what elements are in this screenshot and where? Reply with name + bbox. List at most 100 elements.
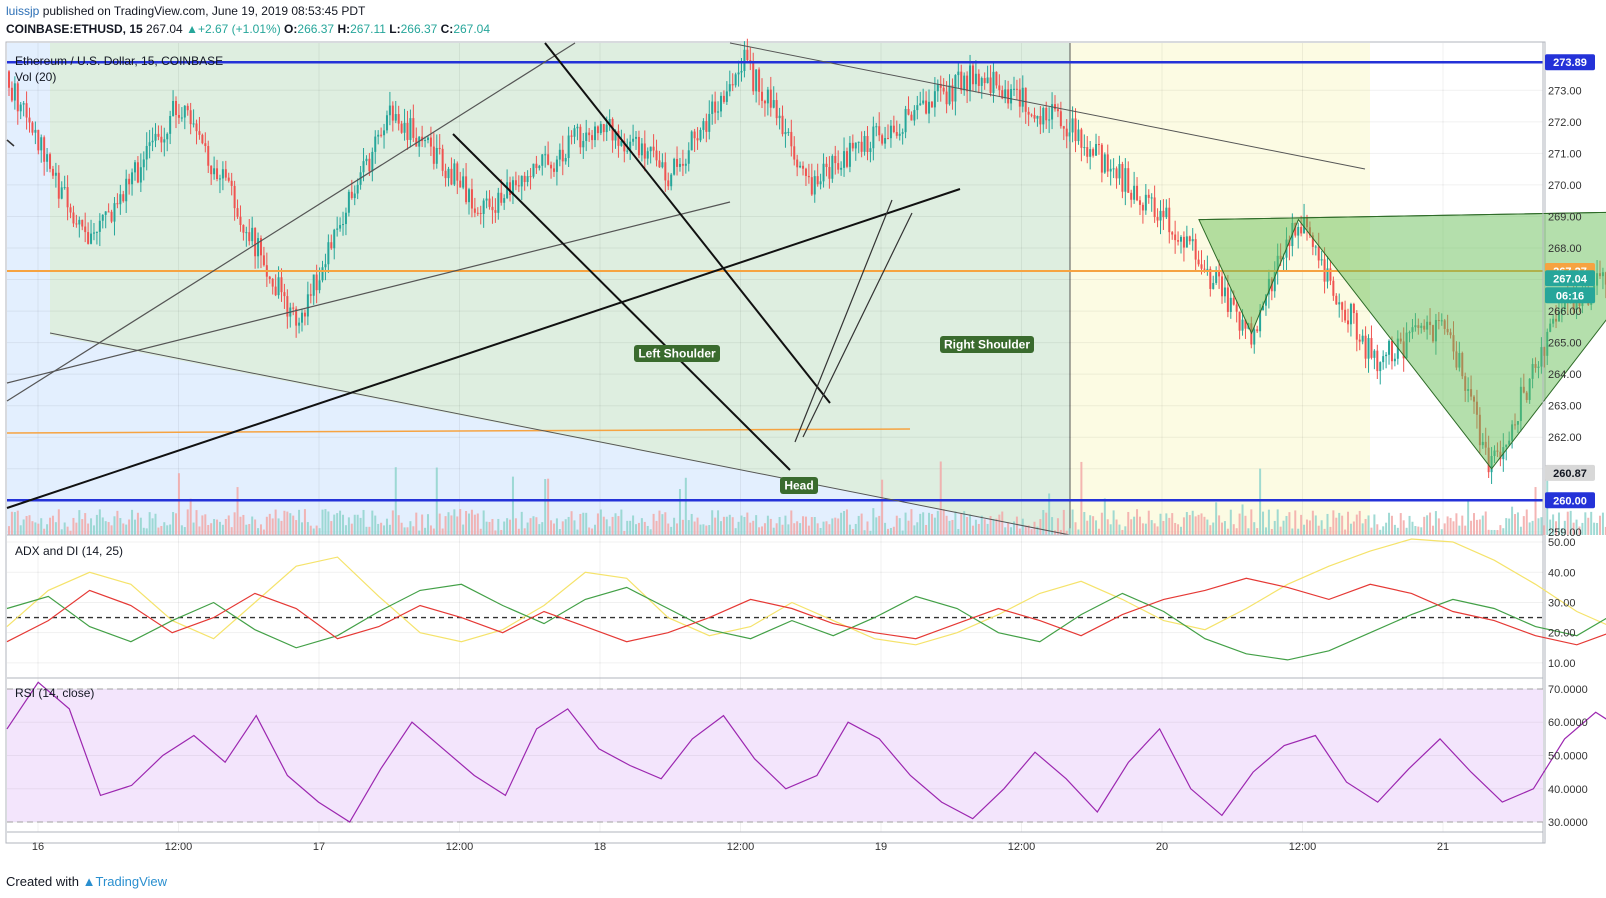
rising-trendline[interactable] bbox=[6, 188, 961, 509]
volume-bar bbox=[1235, 528, 1238, 535]
volume-bar bbox=[1493, 529, 1496, 535]
volume-bar bbox=[752, 520, 755, 535]
volume-bar bbox=[1385, 522, 1388, 535]
tradingview-brand[interactable]: TradingView bbox=[95, 874, 168, 889]
orange-trendline[interactable] bbox=[6, 428, 911, 434]
descending-line-lower[interactable] bbox=[49, 332, 1071, 536]
volume-bar bbox=[1156, 526, 1159, 535]
volume-bar bbox=[43, 528, 46, 535]
author-link[interactable]: luissjp bbox=[6, 4, 40, 18]
volume-bar bbox=[1452, 521, 1455, 535]
close-label: C: bbox=[440, 22, 454, 36]
time-axis[interactable]: 16 12:00 17 12:00 18 12:00 19 12:00 20 12:00 21 bbox=[32, 841, 1449, 853]
footer: Created with ▲TradingView bbox=[6, 874, 167, 889]
candle-body bbox=[983, 78, 986, 84]
volume-bar bbox=[629, 520, 632, 535]
candle-body bbox=[851, 142, 854, 149]
volume-bar bbox=[1279, 526, 1282, 535]
head-and-shoulders-pattern[interactable]: Left Shoulder Head Right Shoulder bbox=[634, 207, 1606, 494]
adx-axis[interactable]: 10.00 20.00 30.00 40.00 50.00 bbox=[1548, 537, 1576, 670]
candle-body bbox=[46, 154, 49, 162]
trend-drawings[interactable] bbox=[6, 42, 1543, 536]
volume-bar bbox=[722, 516, 725, 535]
candle-body bbox=[1388, 340, 1391, 355]
candle-body bbox=[104, 211, 107, 215]
volume-bar bbox=[1112, 510, 1115, 535]
falling-trendline-steep[interactable] bbox=[544, 42, 831, 404]
candle-body bbox=[459, 180, 462, 188]
time-tick-label: 12:00 bbox=[727, 841, 755, 853]
candle-body bbox=[1358, 339, 1361, 342]
candle-body bbox=[462, 176, 465, 188]
volume-bar bbox=[268, 513, 271, 535]
rsi-axis[interactable]: 30.0000 40.0000 50.0000 60.0000 70.0000 bbox=[1548, 684, 1588, 829]
candle-body bbox=[998, 85, 1001, 91]
candle-body bbox=[1027, 111, 1030, 115]
candle-body bbox=[25, 103, 28, 118]
candle-body bbox=[1012, 88, 1015, 90]
candle-body bbox=[13, 83, 16, 101]
candle-body bbox=[312, 274, 315, 296]
volume-bar bbox=[429, 525, 432, 535]
volume-bar bbox=[1531, 520, 1534, 535]
candle-body bbox=[1024, 87, 1027, 112]
volume-bar bbox=[1303, 524, 1306, 535]
volume-bar bbox=[1560, 528, 1563, 535]
volume-bar bbox=[1543, 525, 1546, 535]
volume-bar bbox=[248, 523, 251, 535]
candle-body bbox=[696, 138, 699, 141]
volume-label: Vol (20) bbox=[15, 70, 56, 84]
channel-upper-line[interactable] bbox=[6, 42, 576, 402]
rising-channel-line-2[interactable] bbox=[802, 212, 913, 438]
volume-bar bbox=[169, 524, 172, 535]
candle-body bbox=[377, 134, 380, 137]
candle-body bbox=[133, 162, 136, 173]
adx-pane: ADX and DI (14, 25) bbox=[6, 538, 1606, 664]
volume-bar bbox=[596, 513, 599, 535]
candle-body bbox=[1259, 309, 1262, 332]
volume-bar bbox=[526, 522, 529, 535]
candle-body bbox=[749, 60, 752, 62]
candle-body bbox=[318, 280, 321, 291]
candle-body bbox=[385, 115, 388, 131]
volume-bar bbox=[383, 525, 386, 535]
candle-body bbox=[816, 176, 819, 185]
channel-lower-line[interactable] bbox=[6, 201, 731, 384]
candle-body bbox=[54, 172, 57, 176]
descending-line-upper[interactable] bbox=[729, 42, 1366, 170]
candle-body bbox=[573, 128, 576, 137]
volume-bar bbox=[591, 528, 594, 535]
volume-bars bbox=[8, 461, 1606, 535]
candle-body bbox=[51, 168, 54, 176]
candle-body bbox=[725, 91, 728, 102]
volume-bar bbox=[708, 525, 711, 535]
volume-bar bbox=[564, 519, 567, 535]
volume-bar bbox=[1367, 515, 1370, 535]
tradingview-logo-icon[interactable]: ▲ bbox=[82, 874, 96, 889]
volume-bar bbox=[1329, 526, 1332, 535]
volume-bar bbox=[1352, 521, 1355, 535]
volume-bar bbox=[681, 519, 684, 535]
candle-body bbox=[684, 163, 687, 166]
candle-body bbox=[78, 219, 81, 225]
volume-bar bbox=[31, 521, 34, 535]
rising-channel-line-1[interactable] bbox=[794, 199, 893, 443]
volume-bar bbox=[1540, 517, 1543, 535]
candle-body bbox=[878, 126, 881, 136]
candle-body bbox=[201, 134, 204, 144]
volume-bar bbox=[444, 516, 447, 535]
volume-bar bbox=[90, 518, 93, 535]
candle-body bbox=[813, 176, 816, 195]
candle-body bbox=[40, 137, 43, 151]
volume-bar bbox=[262, 529, 265, 535]
candle-body bbox=[881, 135, 884, 144]
candle-body bbox=[708, 113, 711, 132]
candle-body bbox=[928, 101, 931, 114]
falling-trendline[interactable] bbox=[452, 133, 791, 471]
candle-body bbox=[667, 180, 670, 187]
pattern-shape[interactable] bbox=[1198, 207, 1606, 470]
candle-body bbox=[796, 159, 799, 168]
volume-bar bbox=[1177, 524, 1180, 535]
candle-body bbox=[834, 155, 837, 164]
